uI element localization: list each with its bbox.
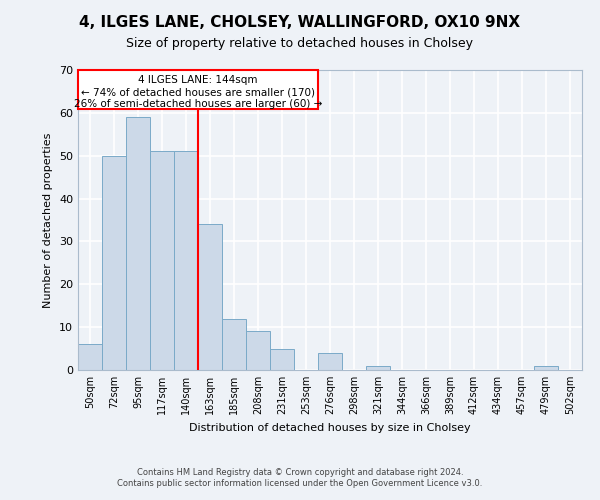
Bar <box>270 348 294 370</box>
Bar <box>126 117 150 370</box>
Bar <box>534 366 558 370</box>
Bar <box>198 224 222 370</box>
Text: 4, ILGES LANE, CHOLSEY, WALLINGFORD, OX10 9NX: 4, ILGES LANE, CHOLSEY, WALLINGFORD, OX1… <box>79 15 521 30</box>
Bar <box>366 366 390 370</box>
X-axis label: Distribution of detached houses by size in Cholsey: Distribution of detached houses by size … <box>189 422 471 432</box>
Text: 4 ILGES LANE: 144sqm: 4 ILGES LANE: 144sqm <box>138 75 258 85</box>
Text: ← 74% of detached houses are smaller (170): ← 74% of detached houses are smaller (17… <box>81 87 315 97</box>
Bar <box>102 156 126 370</box>
Bar <box>174 152 198 370</box>
Y-axis label: Number of detached properties: Number of detached properties <box>43 132 53 308</box>
Bar <box>150 152 174 370</box>
Bar <box>78 70 318 108</box>
Bar <box>318 353 342 370</box>
Text: 26% of semi-detached houses are larger (60) →: 26% of semi-detached houses are larger (… <box>74 99 322 109</box>
Bar <box>222 318 246 370</box>
Bar <box>246 332 270 370</box>
Text: Size of property relative to detached houses in Cholsey: Size of property relative to detached ho… <box>127 38 473 51</box>
Text: Contains HM Land Registry data © Crown copyright and database right 2024.
Contai: Contains HM Land Registry data © Crown c… <box>118 468 482 487</box>
Bar <box>78 344 102 370</box>
